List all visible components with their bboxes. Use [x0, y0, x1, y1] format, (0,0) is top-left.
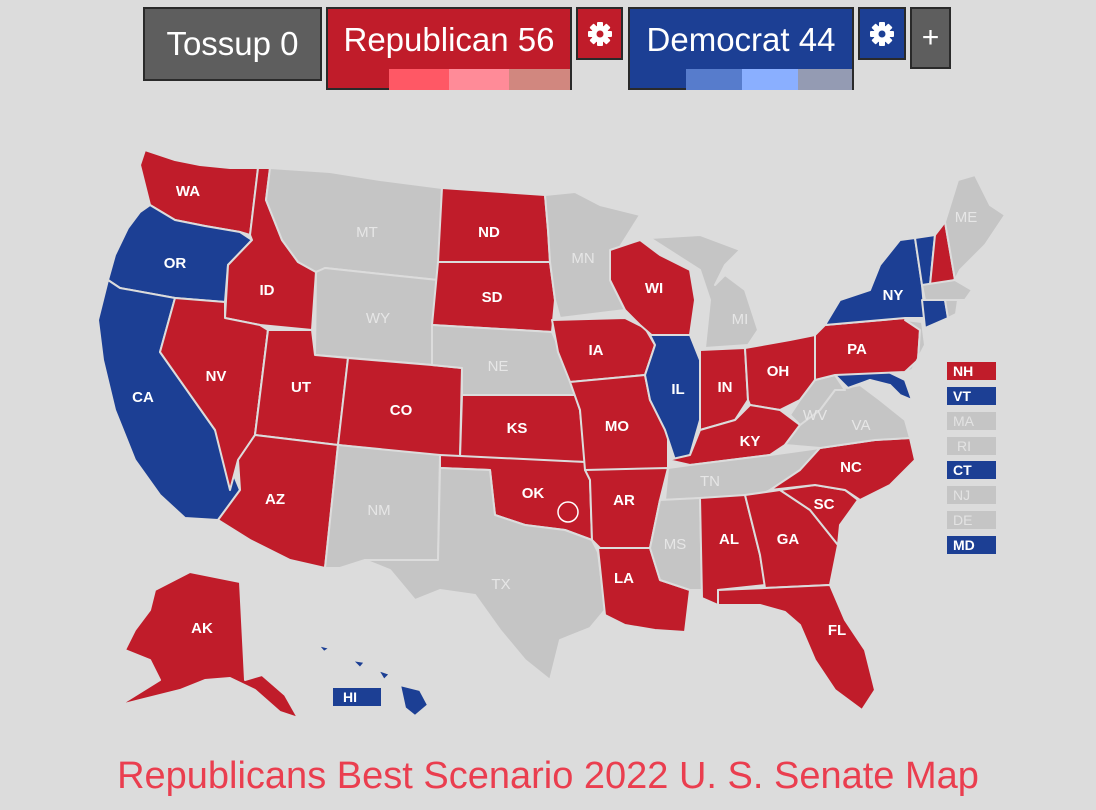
gear-icon	[870, 21, 894, 46]
label-ok: OK	[522, 485, 545, 502]
label-de: DE	[953, 512, 972, 528]
state-sd[interactable]	[431, 261, 556, 333]
state-mi[interactable]	[649, 234, 759, 349]
democrat-settings-button[interactable]	[858, 7, 906, 60]
ri-box[interactable]	[947, 437, 996, 455]
state-ct[interactable]	[921, 299, 949, 329]
label-wy: WY	[366, 310, 390, 327]
label-ma: MA	[953, 413, 975, 429]
hi-label-box[interactable]	[333, 688, 381, 706]
rep-shade-leaning	[449, 69, 509, 90]
label-nh: NH	[953, 363, 973, 379]
marker-circle	[557, 501, 579, 523]
tossup-button[interactable]: Tossup 0	[143, 7, 322, 81]
label-il: IL	[671, 381, 684, 398]
md-box[interactable]	[947, 536, 996, 554]
label-fl: FL	[828, 622, 846, 639]
label-ne: NE	[488, 358, 509, 375]
republican-settings-button[interactable]	[576, 7, 623, 60]
label-wi: WI	[645, 280, 663, 297]
de-box[interactable]	[947, 511, 996, 529]
democrat-label: Democrat 44	[646, 21, 836, 58]
nj-box[interactable]	[947, 486, 996, 504]
label-ga: GA	[777, 531, 800, 548]
label-mo: MO	[605, 418, 629, 435]
label-ky: KY	[740, 433, 761, 450]
dem-shade-leaning	[742, 69, 798, 90]
label-ca: CA	[132, 389, 154, 406]
label-md: MD	[953, 537, 975, 553]
label-vt: VT	[953, 388, 971, 404]
label-sd: SD	[482, 289, 503, 306]
state-ny[interactable]	[824, 237, 926, 326]
label-ms: MS	[664, 536, 687, 553]
vt-box[interactable]	[947, 387, 996, 405]
tossup-label: Tossup 0	[166, 25, 299, 62]
state-wa[interactable]	[139, 149, 259, 236]
gear-icon	[587, 21, 612, 46]
plus-icon: +	[921, 21, 940, 54]
label-la: LA	[614, 570, 634, 587]
label-va: VA	[852, 417, 871, 434]
label-or: OR	[164, 255, 187, 272]
label-az: AZ	[265, 491, 285, 508]
label-nj: NJ	[953, 487, 970, 503]
label-sc: SC	[814, 496, 835, 513]
state-fl[interactable]	[717, 584, 876, 711]
label-tn: TN	[700, 473, 720, 490]
label-pa: PA	[847, 341, 867, 358]
ct-box[interactable]	[947, 461, 996, 479]
label-nm: NM	[367, 502, 390, 519]
label-ct: CT	[953, 462, 972, 478]
rep-shade-tilt	[509, 69, 570, 90]
ma-box[interactable]	[947, 412, 996, 430]
state-ri[interactable]	[944, 299, 959, 319]
label-nc: NC	[840, 459, 862, 476]
label-wa: WA	[176, 183, 200, 200]
dem-shade-likely	[686, 69, 742, 90]
state-tx[interactable]	[364, 467, 606, 681]
label-nd: ND	[478, 224, 500, 241]
label-id: ID	[260, 282, 275, 299]
nh-box[interactable]	[947, 362, 996, 380]
state-nc[interactable]	[769, 437, 916, 501]
dem-shade-tilt	[798, 69, 852, 90]
state-pa[interactable]	[814, 317, 921, 381]
label-wv: WV	[803, 407, 827, 424]
state-nj[interactable]	[904, 319, 926, 373]
label-ut: UT	[291, 379, 311, 396]
state-ma[interactable]	[921, 279, 973, 301]
us-senate-map: WA OR CA ID NV MT WY UT AZ CO NM ND SD N…	[97, 149, 1006, 719]
add-party-button[interactable]: +	[910, 7, 951, 69]
label-tx: TX	[491, 576, 510, 593]
label-co: CO	[390, 402, 413, 419]
label-hi: HI	[343, 689, 357, 705]
label-in: IN	[718, 379, 733, 396]
label-ny: NY	[883, 287, 904, 304]
label-oh: OH	[767, 363, 790, 380]
label-mi: MI	[732, 311, 749, 328]
label-ks: KS	[507, 420, 528, 437]
republican-label: Republican 56	[343, 21, 555, 58]
label-mn: MN	[571, 250, 594, 267]
state-hi[interactable]	[317, 644, 429, 717]
rep-shade-likely	[389, 69, 449, 90]
label-nv: NV	[206, 368, 227, 385]
label-me: ME	[955, 209, 978, 226]
state-ia[interactable]	[551, 317, 656, 383]
democrat-button[interactable]: Democrat 44	[628, 7, 854, 90]
republican-button[interactable]: Republican 56	[326, 7, 572, 90]
label-al: AL	[719, 531, 739, 548]
label-ri: RI	[957, 438, 971, 454]
state-ak[interactable]	[119, 571, 299, 719]
label-ak: AK	[191, 620, 213, 637]
state-me[interactable]	[944, 174, 1006, 281]
label-mt: MT	[356, 224, 378, 241]
label-ar: AR	[613, 492, 635, 509]
label-ia: IA	[589, 342, 604, 359]
map-title: Republicans Best Scenario 2022 U. S. Sen…	[117, 755, 979, 797]
